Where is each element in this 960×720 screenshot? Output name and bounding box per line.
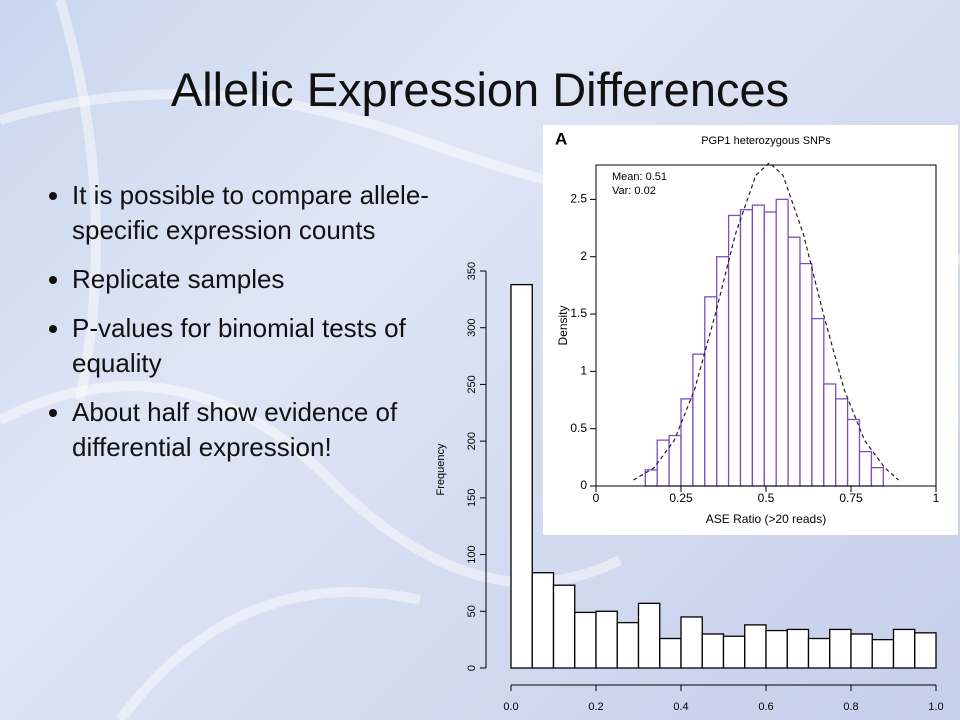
y-tick-label: 350 <box>466 262 478 280</box>
bar <box>807 637 831 669</box>
bar <box>716 256 730 487</box>
x-tick-label: 0 <box>593 491 600 505</box>
x-axis-label: ASE Ratio (>20 reads) <box>706 512 826 526</box>
bar <box>858 450 873 487</box>
bar <box>787 236 801 487</box>
bar <box>680 616 703 669</box>
bar <box>574 611 597 669</box>
x-tick-label: 1.0 <box>928 701 943 713</box>
bar <box>835 398 849 487</box>
bar <box>870 467 884 487</box>
bar <box>680 398 694 487</box>
y-tick-label: 150 <box>466 489 478 507</box>
x-tick-label: 1 <box>933 491 940 505</box>
y-axis-label: Frequency <box>435 443 447 495</box>
slide-title: Allelic Expression Differences <box>170 63 790 116</box>
bar <box>668 434 682 487</box>
bar <box>595 610 618 669</box>
bar <box>659 637 682 669</box>
bar <box>892 628 916 669</box>
x-tick-label: 0.4 <box>673 701 688 713</box>
y-tick-label: 0 <box>466 665 478 671</box>
bar <box>510 283 533 669</box>
bullet: About half show evidence of differential… <box>72 395 472 465</box>
x-tick-label: 0.75 <box>839 491 863 505</box>
annotation: Mean: 0.51 <box>612 171 667 183</box>
bullet-list: It is possible to compare allele-specifi… <box>36 178 472 479</box>
y-tick-label: 300 <box>466 319 478 337</box>
bar <box>616 621 640 669</box>
bar <box>656 439 670 487</box>
bar <box>846 418 861 487</box>
bar <box>823 383 837 487</box>
annotation: Var: 0.02 <box>612 185 656 197</box>
x-tick-label: 0.2 <box>588 701 603 713</box>
y-tick-label: 100 <box>466 545 478 563</box>
x-tick-label: 0.6 <box>758 701 773 713</box>
y-tick-label: 50 <box>466 605 478 617</box>
y-tick-label: 1.5 <box>570 306 587 320</box>
bar <box>786 628 810 669</box>
bar <box>799 262 813 487</box>
bullet: It is possible to compare allele-specifi… <box>72 178 472 248</box>
bar <box>751 204 765 487</box>
histogram-chart: A PGP1 heterozygous SNPs Mean: 0.51 Var: 0.… <box>543 125 958 535</box>
bar <box>829 628 852 669</box>
y-tick-label: 0.5 <box>570 421 587 435</box>
bar <box>914 632 937 669</box>
bar <box>763 211 777 487</box>
panel-label: A <box>555 129 567 148</box>
chart-title: PGP1 heterozygous SNPs <box>701 135 831 147</box>
bar <box>531 572 555 669</box>
bar <box>811 317 825 487</box>
y-tick-label: 2 <box>580 249 587 263</box>
y-tick-label: 0 <box>580 478 587 492</box>
x-tick-label: 0.0 <box>503 701 518 713</box>
bar <box>727 214 742 487</box>
bar <box>722 635 746 669</box>
bar <box>704 296 718 487</box>
y-tick-label: 1 <box>580 364 587 378</box>
bar <box>775 198 789 487</box>
x-tick-label: 0.5 <box>758 491 775 505</box>
y-tick-label: 250 <box>466 375 478 393</box>
bar <box>871 638 895 669</box>
bar <box>850 633 873 669</box>
bar <box>739 209 754 487</box>
bar <box>701 633 725 669</box>
fit-curve <box>633 161 899 481</box>
bullet: P-values for binomial tests of equality <box>72 311 472 381</box>
y-tick-label: 2.5 <box>570 192 587 206</box>
bar <box>744 624 767 669</box>
x-tick-label: 0.8 <box>843 701 858 713</box>
bar <box>765 629 788 669</box>
bar <box>552 584 576 669</box>
y-tick-label: 200 <box>466 432 478 450</box>
x-tick-label: 0.25 <box>669 491 693 505</box>
y-axis-label: Density <box>556 305 570 345</box>
bar <box>637 602 661 669</box>
bullet: Replicate samples <box>72 262 472 297</box>
